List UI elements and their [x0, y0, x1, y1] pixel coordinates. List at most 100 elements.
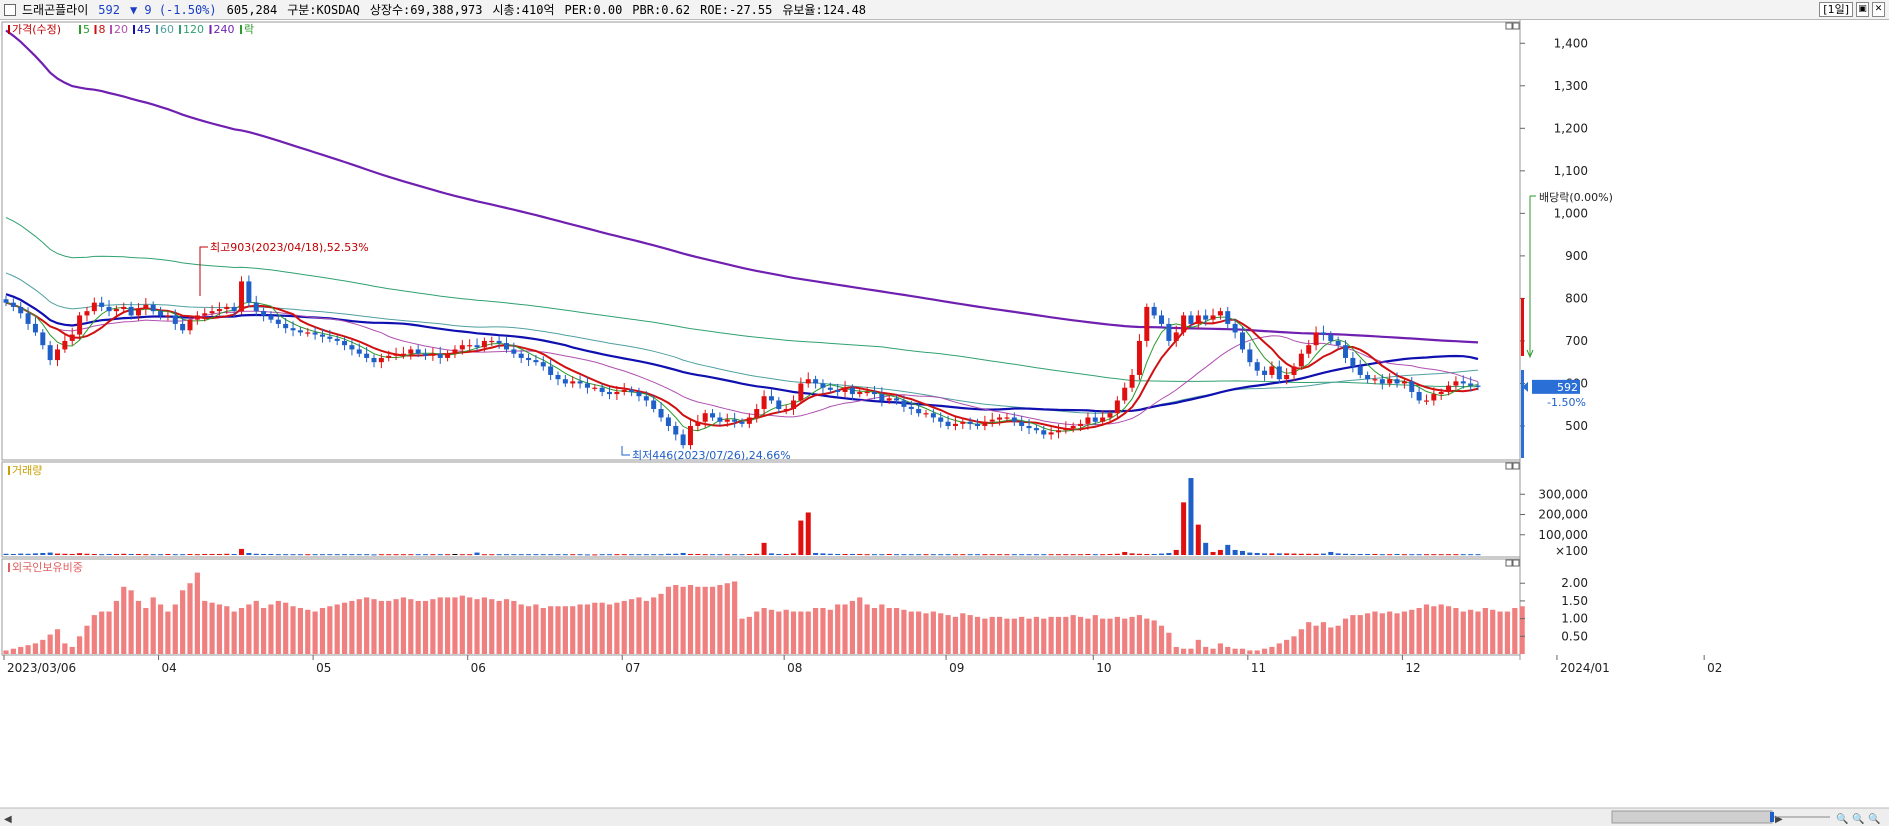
volume-bar	[209, 553, 215, 555]
trade-volume: 605,284	[226, 2, 278, 17]
foreign-bar	[253, 600, 259, 654]
candle-body	[62, 340, 68, 350]
volume-bar	[1217, 549, 1223, 555]
candle-body	[820, 383, 826, 388]
stock-name: 드래곤플라이	[22, 3, 89, 17]
candle-body	[1004, 417, 1010, 419]
volume-legend-swatch	[8, 466, 10, 475]
candle-body	[393, 353, 399, 356]
foreign-bar	[709, 586, 716, 654]
volume-bar	[1159, 553, 1165, 555]
candle-body	[584, 383, 590, 388]
foreign-bar	[1033, 616, 1039, 654]
candle-body	[253, 302, 259, 312]
candle-body	[982, 421, 988, 426]
x-tick-label: 02	[1707, 661, 1722, 675]
candle-body	[503, 343, 509, 350]
current-price-box	[1532, 379, 1580, 394]
foreign-bar	[1276, 643, 1282, 654]
select-checkbox[interactable]	[4, 3, 16, 16]
foreign-bar	[1004, 618, 1010, 654]
volume-bar	[327, 554, 333, 556]
candle-body	[916, 408, 922, 414]
candle-body	[555, 374, 561, 380]
candle-body	[908, 406, 914, 409]
foreign-bar	[1342, 618, 1349, 654]
foreign-legend-swatch	[8, 563, 10, 572]
volume-bar	[1313, 553, 1319, 555]
foreign-bar	[1166, 632, 1172, 654]
foreign-bar	[1225, 646, 1231, 654]
volume-bar	[997, 554, 1003, 556]
candle-body	[113, 309, 119, 312]
price-panel-close-icon	[1512, 22, 1520, 30]
period-selector[interactable]: [1일]	[1819, 2, 1853, 17]
volume-bar	[1063, 554, 1069, 556]
price-tick-label: 1,300	[1554, 79, 1588, 93]
volume-bar	[1254, 552, 1260, 555]
x-tick-label: 2024/01	[1560, 661, 1610, 675]
candle-body	[283, 323, 289, 329]
legend-item: 240	[214, 23, 235, 36]
candle-body	[975, 423, 981, 426]
candle-body	[18, 306, 24, 314]
foreign-bar	[938, 613, 944, 654]
candle-body	[621, 389, 627, 392]
volume-bar	[871, 554, 877, 556]
foreign-bar	[231, 611, 237, 654]
float-ratio: 유보율:124.48	[782, 3, 867, 17]
foreign-bar	[1379, 613, 1385, 654]
candle-body	[1254, 362, 1260, 371]
candle-body	[1284, 374, 1290, 380]
volume-bar	[1438, 554, 1444, 556]
candle-body	[1239, 332, 1245, 350]
candle-body	[3, 299, 9, 303]
zoom-out-icon: 🔍	[1836, 812, 1848, 825]
volume-bar	[989, 554, 995, 556]
foreign-bar	[1291, 636, 1297, 654]
volume-bar	[636, 554, 642, 556]
foreign-bar	[540, 608, 546, 654]
legend-item: 60	[160, 23, 174, 36]
volume-panel-close-icon	[1512, 462, 1520, 470]
foreign-bar	[408, 599, 414, 654]
x-tick-label: 12	[1405, 661, 1420, 675]
close-window-icon[interactable]: ✕	[1872, 2, 1885, 17]
candle-body	[791, 400, 797, 409]
foreign-bar	[1416, 608, 1422, 654]
price-tick-label: 1,100	[1554, 164, 1588, 178]
volume-bar	[526, 554, 532, 556]
candle-body	[143, 304, 149, 310]
low-annotation-label: 최저446(2023/07/26),24.66%	[632, 449, 791, 462]
foreign-bar	[194, 572, 200, 654]
foreign-bar	[1210, 648, 1216, 654]
volume-bar	[555, 554, 561, 556]
foreign-bar	[621, 600, 627, 654]
candle-body	[827, 387, 833, 390]
volume-bar	[121, 553, 127, 555]
foreign-bar	[1055, 616, 1062, 654]
candle-body	[930, 413, 936, 418]
candle-body	[386, 355, 392, 358]
foreign-bar	[327, 606, 333, 654]
candle-body	[717, 417, 723, 422]
volume-bar	[629, 554, 635, 556]
foreign-bar	[886, 608, 892, 654]
volume-bar	[106, 553, 112, 555]
foreign-bar	[820, 608, 826, 654]
volume-bar	[916, 554, 922, 556]
candle-body	[636, 391, 642, 397]
candle-body	[187, 319, 193, 331]
volume-bar	[835, 553, 841, 555]
legend-swatch	[8, 25, 10, 34]
volume-bar	[1475, 554, 1481, 556]
volume-tick-label: 100,000	[1538, 528, 1588, 542]
foreign-bar	[393, 599, 399, 654]
candle-body	[1306, 345, 1312, 354]
foreign-bar	[893, 608, 900, 654]
volume-bar	[113, 553, 119, 555]
restore-window-icon[interactable]: ▣	[1856, 2, 1869, 17]
candle-body	[1078, 423, 1084, 426]
candle-body	[1217, 311, 1223, 316]
